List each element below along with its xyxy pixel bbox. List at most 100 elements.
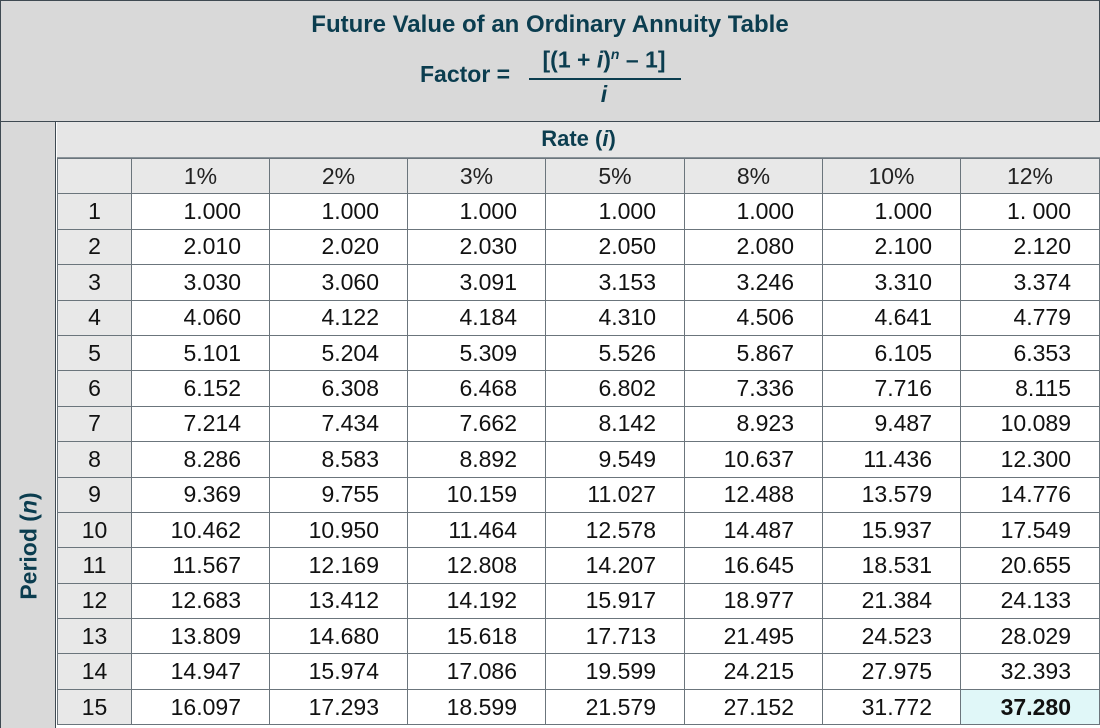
factor-cell: 11.464 bbox=[407, 511, 546, 549]
factor-cell: 1. 000 bbox=[960, 193, 1100, 230]
table-title: Future Value of an Ordinary Annuity Tabl… bbox=[311, 11, 789, 38]
factor-cell: 5.101 bbox=[131, 334, 270, 372]
factor-cell: 5.309 bbox=[407, 334, 546, 372]
factor-cell: 14.947 bbox=[131, 653, 270, 690]
factor-cell: 1.000 bbox=[545, 193, 685, 230]
factor-cell: 12.300 bbox=[960, 441, 1100, 478]
factor-cell: 13.412 bbox=[269, 582, 408, 620]
factor-cell: 12.488 bbox=[684, 476, 823, 513]
highlighted-factor-cell: 37.280 bbox=[960, 688, 1100, 726]
period-cell: 8 bbox=[57, 441, 132, 478]
rate-label-close: ) bbox=[608, 126, 616, 151]
table-row: 5 5.101 5.204 5.309 5.526 5.867 6.105 6.353 bbox=[57, 334, 1100, 372]
factor-cell: 4.779 bbox=[960, 299, 1100, 336]
period-cell: 10 bbox=[57, 511, 132, 549]
factor-cell: 9.549 bbox=[545, 441, 685, 478]
period-axis: Period (n) bbox=[0, 122, 56, 728]
rate-header-row: 1% 2% 3% 5% 8% 10% 12% bbox=[57, 157, 1100, 195]
factor-cell: 6.152 bbox=[131, 370, 270, 407]
factor-cell: 4.122 bbox=[269, 299, 408, 336]
table-row: 1 1.000 1.000 1.000 1.000 1.000 1.000 1. 000 bbox=[57, 193, 1100, 230]
numerator-open: [(1 + bbox=[542, 46, 597, 73]
factor-cell: 15.937 bbox=[822, 511, 961, 549]
factor-cell: 17.549 bbox=[960, 511, 1100, 549]
table-row: 3 3.030 3.060 3.091 3.153 3.246 3.310 3.374 bbox=[57, 264, 1100, 301]
table-row: 13 13.809 14.680 15.618 17.713 21.495 24.523 28… bbox=[57, 618, 1100, 655]
factor-cell: 7.434 bbox=[269, 405, 408, 443]
numerator-tail: – 1] bbox=[619, 46, 666, 73]
factor-cell: 13.809 bbox=[131, 618, 270, 655]
factor-cell: 6.105 bbox=[822, 334, 961, 372]
table-row: 15 16.097 17.293 18.599 21.579 27.152 31.772 37… bbox=[57, 688, 1100, 726]
factor-cell: 2.120 bbox=[960, 228, 1100, 266]
period-cell: 11 bbox=[57, 547, 132, 584]
factor-cell: 15.974 bbox=[269, 653, 408, 690]
table-row: 2 2.010 2.020 2.030 2.050 2.080 2.100 2.120 bbox=[57, 228, 1100, 266]
factor-cell: 8.286 bbox=[131, 441, 270, 478]
factor-cell: 27.975 bbox=[822, 653, 961, 690]
factor-label: Factor = bbox=[420, 61, 511, 87]
period-axis-label: Period (n) bbox=[16, 492, 43, 599]
factor-cell: 5.526 bbox=[545, 334, 685, 372]
factor-cell: 6.308 bbox=[269, 370, 408, 407]
factor-cell: 31.772 bbox=[822, 688, 961, 726]
factor-cell: 5.867 bbox=[684, 334, 823, 372]
table-row: 4 4.060 4.122 4.184 4.310 4.506 4.641 4.779 bbox=[57, 299, 1100, 336]
table-header: Future Value of an Ordinary Annuity Tabl… bbox=[0, 0, 1100, 122]
factor-cell: 24.523 bbox=[822, 618, 961, 655]
factor-cell: 20.655 bbox=[960, 547, 1100, 584]
factor-cell: 16.645 bbox=[684, 547, 823, 584]
factor-cell: 8.892 bbox=[407, 441, 546, 478]
period-cell: 4 bbox=[57, 299, 132, 336]
factor-cell: 19.599 bbox=[545, 653, 685, 690]
factor-cell: 3.310 bbox=[822, 264, 961, 301]
factor-cell: 8.115 bbox=[960, 370, 1100, 407]
factor-cell: 21.384 bbox=[822, 582, 961, 620]
factor-cell: 7.214 bbox=[131, 405, 270, 443]
numerator-exponent: n bbox=[610, 46, 620, 62]
rate-label-var: i bbox=[602, 126, 609, 151]
rate-header: Rate (i) bbox=[57, 122, 1100, 158]
factor-cell: 1.000 bbox=[822, 193, 961, 230]
factor-cell: 14.487 bbox=[684, 511, 823, 549]
factor-cell: 10.462 bbox=[131, 511, 270, 549]
factor-cell: 14.776 bbox=[960, 476, 1100, 513]
period-cell: 9 bbox=[57, 476, 132, 513]
factor-cell: 12.808 bbox=[407, 547, 546, 584]
factor-cell: 9.755 bbox=[269, 476, 408, 513]
factor-cell: 7.336 bbox=[684, 370, 823, 407]
factor-cell: 16.097 bbox=[131, 688, 270, 726]
factor-cell: 11.436 bbox=[822, 441, 961, 478]
period-label-text: Period ( bbox=[15, 514, 42, 600]
period-cell: 1 bbox=[57, 193, 132, 230]
factor-cell: 15.917 bbox=[545, 582, 685, 620]
rate-column-header: 3% bbox=[407, 157, 546, 195]
factor-cell: 4.060 bbox=[131, 299, 270, 336]
factor-cell: 18.531 bbox=[822, 547, 961, 584]
factor-cell: 2.080 bbox=[684, 228, 823, 266]
table-row: 14 14.947 15.974 17.086 19.599 24.215 27.975 32… bbox=[57, 653, 1100, 690]
numerator-close-paren: ) bbox=[603, 46, 611, 73]
rate-column-header: 10% bbox=[822, 157, 961, 195]
period-label-var: n bbox=[15, 499, 42, 515]
formula-numerator: [(1 + i)n – 1] bbox=[529, 46, 679, 74]
factor-cell: 6.802 bbox=[545, 370, 685, 407]
period-cell: 6 bbox=[57, 370, 132, 407]
factor-cell: 3.091 bbox=[407, 264, 546, 301]
factor-cell: 6.468 bbox=[407, 370, 546, 407]
factor-cell: 6.353 bbox=[960, 334, 1100, 372]
fraction-bar bbox=[529, 78, 681, 80]
factor-cell: 7.716 bbox=[822, 370, 961, 407]
factor-cell: 7.662 bbox=[407, 405, 546, 443]
factor-cell: 10.637 bbox=[684, 441, 823, 478]
factor-cell: 12.683 bbox=[131, 582, 270, 620]
period-cell: 12 bbox=[57, 582, 132, 620]
factor-cell: 14.192 bbox=[407, 582, 546, 620]
factor-cell: 2.010 bbox=[131, 228, 270, 266]
factor-cell: 11.027 bbox=[545, 476, 685, 513]
factor-cell: 8.583 bbox=[269, 441, 408, 478]
factor-cell: 4.506 bbox=[684, 299, 823, 336]
period-cell: 3 bbox=[57, 264, 132, 301]
rate-column-header: 8% bbox=[684, 157, 823, 195]
factor-cell: 12.169 bbox=[269, 547, 408, 584]
